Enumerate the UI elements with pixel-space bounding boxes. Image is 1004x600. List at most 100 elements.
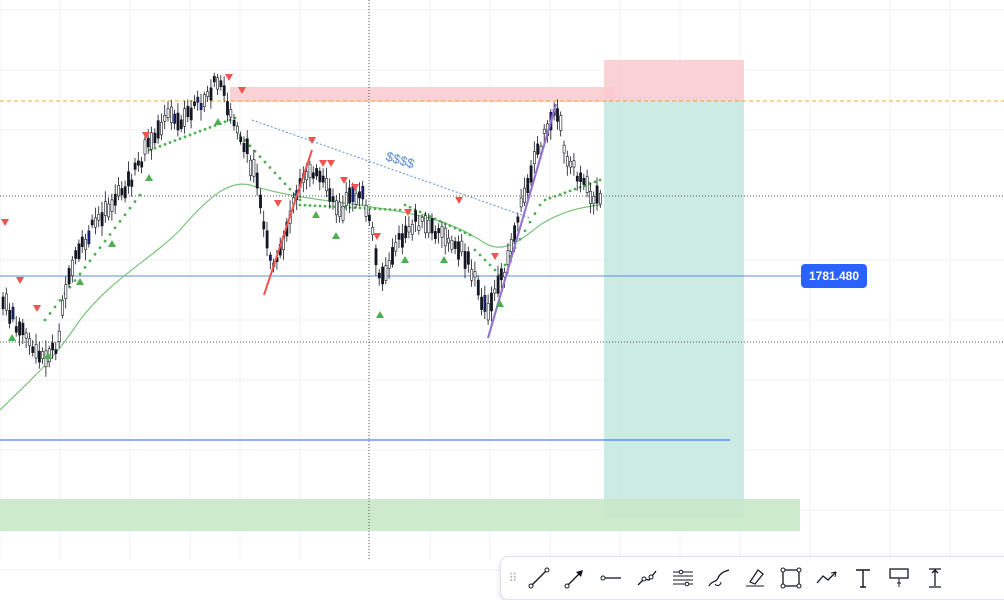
- candle-body: [222, 85, 226, 96]
- candle-body: [318, 170, 322, 183]
- candle-body: [41, 351, 45, 360]
- sar-dot: [323, 204, 327, 208]
- candle-body: [344, 192, 348, 206]
- sar-dot: [518, 237, 522, 241]
- price-range-icon: [929, 568, 941, 588]
- sar-dot: [193, 131, 197, 135]
- info-line-tool[interactable]: [629, 560, 665, 596]
- buy-marker-icon: [376, 311, 384, 318]
- candle-body: [87, 230, 91, 245]
- sar-dot: [523, 229, 527, 233]
- price-level-tag[interactable]: 1781.480: [801, 264, 867, 288]
- moving-average-line: [0, 183, 601, 411]
- candle-body: [526, 178, 530, 194]
- dotted-trend-line[interactable]: [251, 119, 531, 219]
- sar-dot: [288, 187, 292, 191]
- price-range-tool[interactable]: [917, 560, 953, 596]
- candle-body: [34, 344, 38, 359]
- sar-dot: [483, 258, 487, 262]
- candle-body: [84, 239, 88, 251]
- drag-handle-icon[interactable]: ⠿: [508, 571, 518, 585]
- sar-dot: [388, 208, 392, 211]
- candle-body: [123, 186, 127, 199]
- red-trend-line[interactable]: [263, 149, 313, 296]
- sar-dot: [138, 193, 142, 197]
- candle-body: [150, 132, 154, 150]
- sar-dot: [53, 305, 57, 309]
- sar-dot: [123, 213, 127, 217]
- candle-body: [14, 326, 18, 333]
- sar-dot: [428, 215, 432, 218]
- candle-body: [328, 188, 332, 202]
- sar-dot: [73, 279, 77, 282]
- drawing-toolbar: ⠿: [500, 556, 1004, 600]
- rectangle-icon: [780, 567, 802, 589]
- callout-tool[interactable]: [881, 560, 917, 596]
- path-tool[interactable]: [809, 560, 845, 596]
- sar-dot: [478, 253, 482, 257]
- candle-body: [457, 241, 460, 260]
- buy-marker-icon: [108, 240, 116, 247]
- resistance-zone[interactable]: [230, 87, 615, 102]
- highlighter-icon: [746, 569, 764, 587]
- signal-markers: [1, 74, 504, 359]
- sar-dot: [448, 224, 452, 228]
- sar-dot: [443, 222, 447, 225]
- candle-body: [483, 295, 487, 312]
- sell-marker-icon: [238, 87, 246, 94]
- take-profit-zone[interactable]: [604, 101, 744, 519]
- parallel-channel-tool[interactable]: [665, 560, 701, 596]
- candle-body: [183, 108, 187, 127]
- candle-body: [28, 338, 31, 347]
- sar-dot: [543, 198, 547, 202]
- candle-body: [262, 221, 266, 230]
- sar-dot: [593, 180, 597, 184]
- sar-dot: [548, 196, 552, 200]
- sar-dot: [173, 139, 177, 142]
- text-tool[interactable]: [845, 560, 881, 596]
- sar-dot: [88, 259, 92, 263]
- trend-line-tool[interactable]: [521, 560, 557, 596]
- sar-dot: [178, 137, 182, 141]
- candle-body: [137, 160, 140, 166]
- candle-body: [74, 250, 78, 259]
- sar-dot: [563, 191, 567, 195]
- candle-body: [433, 231, 437, 240]
- candle-body: [232, 120, 236, 127]
- horizontal-ray-tool[interactable]: [593, 560, 629, 596]
- candle-body: [589, 190, 592, 204]
- sar-dot: [378, 207, 382, 211]
- sar-dot: [398, 208, 402, 212]
- candle-body: [582, 177, 586, 185]
- sell-marker-icon: [33, 305, 41, 312]
- candle-body: [249, 159, 253, 176]
- arrow-tool[interactable]: [557, 560, 593, 596]
- candle-body: [575, 175, 579, 182]
- stop-loss-zone[interactable]: [604, 60, 744, 101]
- candle-body: [110, 199, 114, 212]
- sar-dot: [438, 219, 442, 223]
- candle-body: [143, 139, 147, 155]
- sar-dot: [463, 231, 467, 235]
- candle-body: [199, 103, 203, 110]
- candle-body: [130, 179, 134, 187]
- sar-dot: [403, 203, 407, 207]
- candle-body: [206, 91, 210, 97]
- highlighter-tool[interactable]: [737, 560, 773, 596]
- purple-trend-line[interactable]: [486, 103, 558, 339]
- sar-dot: [558, 193, 562, 196]
- sell-marker-icon: [16, 277, 24, 284]
- candle-body: [364, 204, 368, 217]
- sell-marker-icon: [308, 137, 316, 144]
- buy-marker-icon: [8, 334, 16, 341]
- sell-marker-icon: [404, 209, 412, 216]
- candle-body: [315, 168, 319, 177]
- brush-tool[interactable]: [701, 560, 737, 596]
- candle-body: [377, 272, 381, 279]
- sar-dot: [223, 120, 227, 124]
- sar-dot: [183, 135, 187, 139]
- sar-dot: [528, 220, 532, 224]
- support-zone[interactable]: [0, 499, 800, 531]
- rectangle-tool[interactable]: [773, 560, 809, 596]
